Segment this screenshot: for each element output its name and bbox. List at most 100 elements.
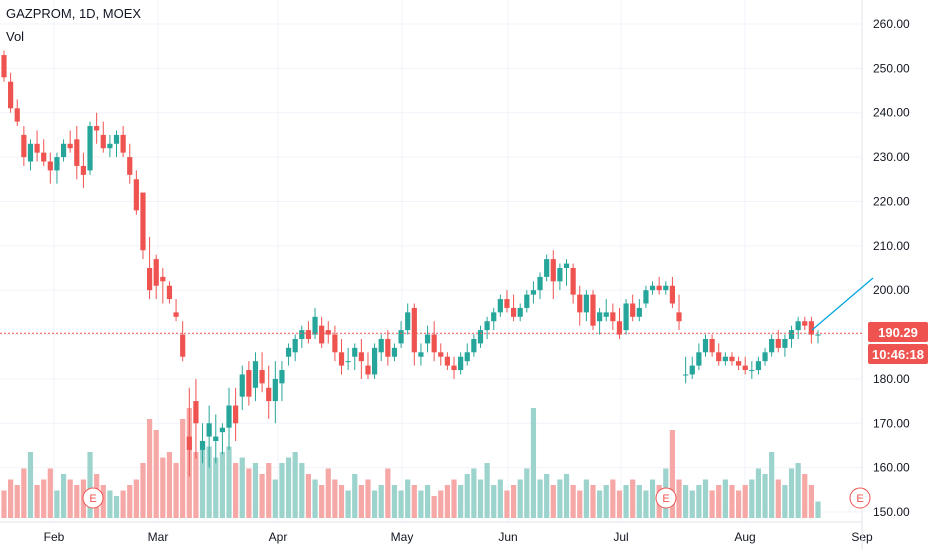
volume-bar xyxy=(226,446,232,518)
price-tick-label: 200.00 xyxy=(873,283,910,297)
volume-bar xyxy=(623,485,629,518)
candle-body xyxy=(557,268,563,282)
trend-line xyxy=(811,277,874,331)
candle-body xyxy=(411,307,417,353)
volume-bar xyxy=(219,452,225,518)
volume-bar xyxy=(603,485,609,518)
candle-body xyxy=(597,312,603,322)
candle-body xyxy=(173,312,179,317)
candle-body xyxy=(603,312,609,317)
volume-bar xyxy=(41,479,47,518)
candle-body xyxy=(199,441,206,450)
volume-bar xyxy=(762,474,768,518)
price-tick-label: 160.00 xyxy=(873,461,910,475)
volume-bar xyxy=(246,468,252,518)
candle-body xyxy=(775,338,781,348)
volume-bar xyxy=(279,463,285,518)
volume-bar xyxy=(451,479,457,518)
candle-body xyxy=(14,108,20,122)
candle-body xyxy=(729,356,735,362)
volume-bar xyxy=(146,419,153,518)
candle-body xyxy=(802,321,808,326)
candle-body xyxy=(213,436,219,442)
volume-bar xyxy=(424,485,431,518)
candle-body xyxy=(683,374,689,376)
candle-body xyxy=(610,312,616,322)
volume-bar xyxy=(411,485,417,518)
volume-bar xyxy=(597,490,603,518)
candle-body xyxy=(385,338,391,357)
candle-body xyxy=(510,307,517,317)
volume-bar xyxy=(140,463,146,518)
volume-bar xyxy=(815,501,821,518)
volume-bar xyxy=(338,485,345,518)
candle-body xyxy=(107,143,113,149)
volume-bar xyxy=(735,490,742,518)
volume-bar xyxy=(405,479,411,518)
time-tick-label: Mar xyxy=(148,530,169,544)
volume-bar xyxy=(557,479,563,518)
candle-body xyxy=(458,356,464,371)
volume-bar xyxy=(206,446,212,518)
volume-bar xyxy=(74,485,80,518)
volume-bar xyxy=(199,441,206,518)
volume-bar xyxy=(808,485,814,518)
candle-body xyxy=(491,312,497,322)
candle-body xyxy=(27,143,34,162)
volume-bar xyxy=(788,468,795,518)
candle-body xyxy=(186,436,192,450)
candle-body xyxy=(60,143,67,158)
candle-body xyxy=(345,361,351,363)
time-tick-label: Feb xyxy=(44,530,65,544)
candle-body xyxy=(398,330,404,344)
volume-bar xyxy=(643,490,649,518)
candle-body xyxy=(669,285,676,304)
candle-body xyxy=(67,143,73,149)
candle-body xyxy=(8,81,14,109)
volume-bar xyxy=(252,463,259,518)
volume-bar xyxy=(113,496,120,518)
volume-bar xyxy=(504,490,510,518)
volume-bar xyxy=(497,479,503,518)
volume-bar xyxy=(173,463,179,518)
time-tick-label: May xyxy=(391,530,414,544)
candle-body xyxy=(689,365,695,375)
candle-body xyxy=(140,192,146,251)
volume-bar xyxy=(332,479,338,518)
candle-body xyxy=(299,330,305,339)
volume-bar xyxy=(266,463,272,518)
candle-body xyxy=(530,290,537,295)
volume-bar xyxy=(365,479,371,518)
candle-body xyxy=(517,307,523,317)
candle-body xyxy=(372,347,378,375)
volume-bar xyxy=(755,468,762,518)
candle-body xyxy=(769,338,775,353)
candle-body xyxy=(166,285,173,300)
candle-body xyxy=(100,134,106,149)
candle-body xyxy=(663,285,669,291)
candle-body xyxy=(676,312,682,322)
volume-bar xyxy=(769,452,775,518)
volume-bar xyxy=(398,490,404,518)
volume-bar xyxy=(537,479,543,518)
volume-bar xyxy=(312,479,318,518)
candle-body xyxy=(788,330,795,339)
volume-bar xyxy=(689,490,695,518)
candle-body xyxy=(524,294,530,308)
candle-body xyxy=(365,365,371,375)
volume-bar xyxy=(1,490,7,518)
volume-bar xyxy=(8,479,14,518)
candle-body xyxy=(749,370,755,372)
volume-bar xyxy=(391,485,398,518)
chart-legend: GAZPROM, 1D, MOEX xyxy=(6,6,141,22)
candle-body xyxy=(21,134,27,158)
candle-body xyxy=(563,263,570,268)
volume-bar xyxy=(729,485,735,518)
volume-bar xyxy=(477,479,484,518)
volume-bar xyxy=(27,452,34,518)
volume-bar xyxy=(127,485,133,518)
time-tick-label: Aug xyxy=(734,530,755,544)
volume-bar xyxy=(517,479,523,518)
